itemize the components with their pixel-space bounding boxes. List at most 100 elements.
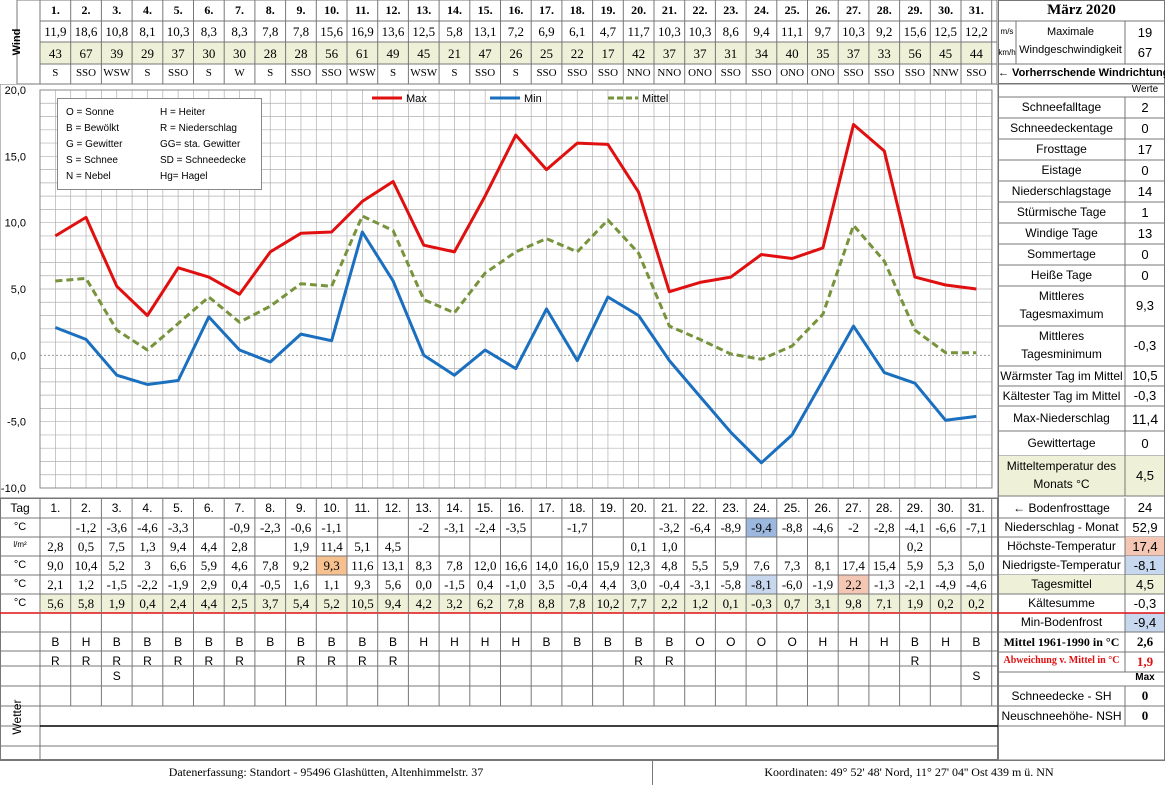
wind-ms-cell: 7,8 bbox=[292, 24, 310, 39]
table-day-header: 9. bbox=[295, 501, 306, 515]
wind-day-header: 23. bbox=[723, 3, 739, 17]
table-day-header: 16. bbox=[507, 501, 525, 515]
right-stat-label: Niederschlagstage bbox=[1011, 184, 1112, 198]
right-stat-value: 4,5 bbox=[1135, 576, 1155, 592]
mittel-cell: 4,4 bbox=[200, 596, 217, 611]
highlight-cell bbox=[746, 518, 777, 537]
weather-legend-item: SD = Schneedecke bbox=[160, 155, 246, 166]
right-stat-value: 17 bbox=[1137, 141, 1153, 157]
hoechst-cell: 5,9 bbox=[722, 558, 739, 573]
mittel-cell: 1,2 bbox=[691, 596, 709, 611]
wind-dir-cell: WSW bbox=[103, 67, 131, 79]
table-day-header: 17. bbox=[538, 501, 555, 515]
hoechst-cell: 8,3 bbox=[415, 558, 432, 573]
weather-code-cell: R bbox=[112, 654, 122, 668]
table-day-header: 12. bbox=[384, 501, 402, 515]
highlight-cell bbox=[746, 575, 777, 594]
hoechst-cell: 10,4 bbox=[74, 558, 98, 573]
plot-border bbox=[39, 89, 993, 489]
bodenfrost-cell: -2,3 bbox=[259, 520, 281, 535]
right-stat-label: Frosttage bbox=[1036, 142, 1087, 156]
mittel-cell: 0,7 bbox=[784, 596, 801, 611]
mittel-cell: 6,2 bbox=[477, 596, 494, 611]
right-stat-value: 2,6 bbox=[1136, 634, 1154, 649]
right-stat-value: -9,4 bbox=[1133, 614, 1157, 630]
table-day-header: 4. bbox=[142, 501, 153, 515]
niedrigst-cell: 2,2 bbox=[845, 577, 862, 592]
niedrigst-cell: -4,9 bbox=[935, 577, 956, 592]
wind-kmh-cell: 30 bbox=[233, 46, 247, 61]
wind-ms-cell: 7,8 bbox=[262, 24, 279, 39]
wind-day-header: 5. bbox=[173, 3, 183, 17]
niedrigst-cell: -6,0 bbox=[781, 577, 803, 592]
wind-kmh-cell: 56 bbox=[908, 46, 922, 61]
bodenfrost-cell: -3,6 bbox=[106, 520, 128, 535]
niederschlag-cell: 0,5 bbox=[77, 539, 95, 554]
table-day-header: 2. bbox=[81, 501, 92, 515]
table-day-header: 21. bbox=[661, 501, 678, 515]
mittel-cell: 0,2 bbox=[937, 596, 954, 611]
bodenfrost-cell: -3,3 bbox=[167, 520, 189, 535]
wind-day-header: 16. bbox=[508, 3, 524, 17]
weather-code-cell: O bbox=[726, 635, 736, 649]
wind-day-header: 27. bbox=[846, 3, 862, 17]
wind-kmh-cell: 56 bbox=[325, 46, 339, 61]
wind-dir-cell: WSW bbox=[410, 67, 438, 79]
table-day-header: 7. bbox=[234, 501, 245, 515]
hoechst-cell: 9,2 bbox=[292, 558, 310, 573]
right-stat-label: Tagesmittel bbox=[1031, 577, 1092, 591]
wind-ms-cell: 10,3 bbox=[657, 24, 681, 39]
table-day-header: 30. bbox=[937, 501, 954, 515]
right-stat-value: 17,4 bbox=[1132, 538, 1158, 554]
hoechst-cell: 5,9 bbox=[906, 558, 924, 573]
mittel-cell: 2,5 bbox=[231, 596, 248, 611]
mittel-cell: 7,7 bbox=[630, 596, 647, 611]
niedrigst-cell: 4,4 bbox=[599, 577, 617, 592]
hoechst-cell: 13,1 bbox=[381, 558, 405, 573]
weather-code-cell: R bbox=[910, 654, 920, 668]
right-stat-value: 0 bbox=[1141, 708, 1149, 723]
wind-ms-cell: 10,8 bbox=[105, 24, 129, 39]
table-day-header: 13. bbox=[415, 501, 433, 515]
niedrigst-cell: -2,1 bbox=[904, 577, 926, 592]
mittel-cell: 0,2 bbox=[968, 596, 985, 611]
wind-kmh-cell: 47 bbox=[478, 46, 492, 61]
wind-day-header: 17. bbox=[539, 3, 555, 17]
niedrigst-cell: 0,0 bbox=[415, 577, 432, 592]
wind-kmh-cell: 45 bbox=[417, 46, 431, 61]
mittel-cell: 9,4 bbox=[384, 596, 402, 611]
wind-day-header: 31. bbox=[968, 3, 984, 17]
wind-dir-cell: NNO bbox=[626, 67, 651, 79]
wind-ms-cell: 13,6 bbox=[381, 24, 405, 39]
right-stat-label: Höchste-Temperatur bbox=[1007, 539, 1116, 553]
table-day-header: 19. bbox=[599, 501, 617, 515]
wind-kmh-cell: 61 bbox=[355, 46, 369, 61]
weather-code-cell: R bbox=[327, 654, 336, 668]
wind-ms-cell: 15,6 bbox=[903, 24, 927, 39]
max-wind-ms: 19 bbox=[1137, 25, 1153, 40]
wind-ms-cell: 18,6 bbox=[74, 24, 98, 39]
weather-code-cell: B bbox=[327, 635, 336, 649]
wind-dir-cell: S bbox=[267, 67, 274, 79]
max-wind-kmh: 67 bbox=[1137, 45, 1153, 60]
unit-niedrigst: °C bbox=[13, 578, 27, 590]
right-stat-value: 0 bbox=[1141, 246, 1149, 262]
prevailing-wind-label: ← Vorherrschende Windrichtung bbox=[998, 67, 1165, 79]
wind-dir-cell: SSO bbox=[168, 67, 189, 79]
weather-code-cell: B bbox=[112, 635, 121, 649]
wind-header-grid bbox=[16, 0, 998, 84]
right-row-bg bbox=[999, 575, 1164, 594]
wind-ms-cell: 11,1 bbox=[781, 24, 804, 39]
wind-kmh-cell: 42 bbox=[632, 46, 646, 61]
niedrigst-cell: -0,5 bbox=[259, 577, 281, 592]
weather-code-cell: B bbox=[603, 635, 612, 649]
weather-code-cell: B bbox=[634, 635, 643, 649]
bodenfrost-cell: -8,8 bbox=[781, 520, 803, 535]
weather-code-cell: H bbox=[818, 635, 828, 649]
wind-ms-cell: 12,5 bbox=[412, 24, 436, 39]
y-tick-label: 5,0 bbox=[11, 284, 26, 296]
wind-dir-cell: SSO bbox=[321, 67, 342, 79]
wind-dir-cell: SSO bbox=[475, 67, 496, 79]
tag-label: Tag bbox=[10, 501, 30, 515]
niedrigst-cell: 0,4 bbox=[477, 577, 494, 592]
